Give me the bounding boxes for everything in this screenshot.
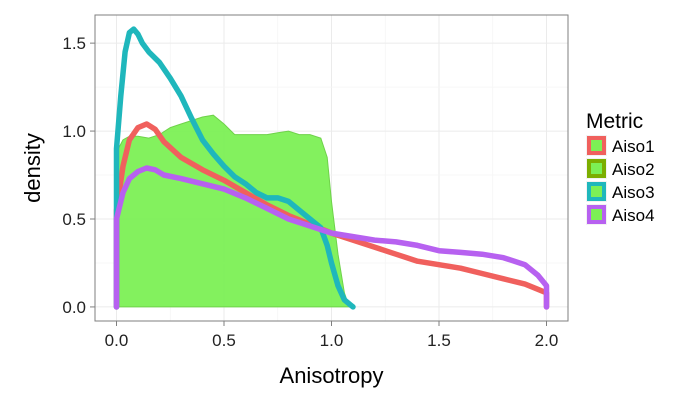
legend: Metric Aiso1 Aiso2 Aiso3 Aiso4: [586, 110, 655, 225]
legend-label-aiso4: Aiso4: [612, 206, 655, 225]
legend-title: Metric: [586, 110, 643, 133]
x-tick-label-2: 1.0: [320, 331, 344, 350]
x-tick-label-0: 0.0: [105, 331, 129, 350]
series-aiso4-line: [113, 165, 550, 310]
axis-ticks: 0.0 0.5 1.0 1.5 2.0 0.0 0.5 1.0 1.5: [62, 34, 558, 350]
series-aiso2-area: [116, 114, 354, 308]
legend-label-aiso2: Aiso2: [612, 160, 655, 179]
y-tick-label-3: 1.5: [62, 34, 86, 53]
legend-swatch-aiso2: [587, 159, 606, 178]
legend-label-aiso1: Aiso1: [612, 137, 655, 156]
legend-swatch-aiso3: [587, 182, 606, 201]
x-tick-label-3: 1.5: [427, 331, 451, 350]
legend-swatch-aiso4: [587, 205, 606, 224]
x-axis-title: Anisotropy: [280, 363, 384, 388]
y-axis-title: density: [20, 133, 45, 203]
y-tick-label-2: 1.0: [62, 122, 86, 141]
y-tick-label-1: 0.5: [62, 210, 86, 229]
x-tick-label-1: 0.5: [212, 331, 236, 350]
x-tick-label-4: 2.0: [535, 331, 559, 350]
legend-swatch-aiso1: [587, 136, 606, 155]
data-series: [113, 26, 550, 310]
y-tick-label-0: 0.0: [62, 298, 86, 317]
series-aiso3-line: [113, 26, 356, 310]
legend-label-aiso3: Aiso3: [612, 183, 655, 202]
